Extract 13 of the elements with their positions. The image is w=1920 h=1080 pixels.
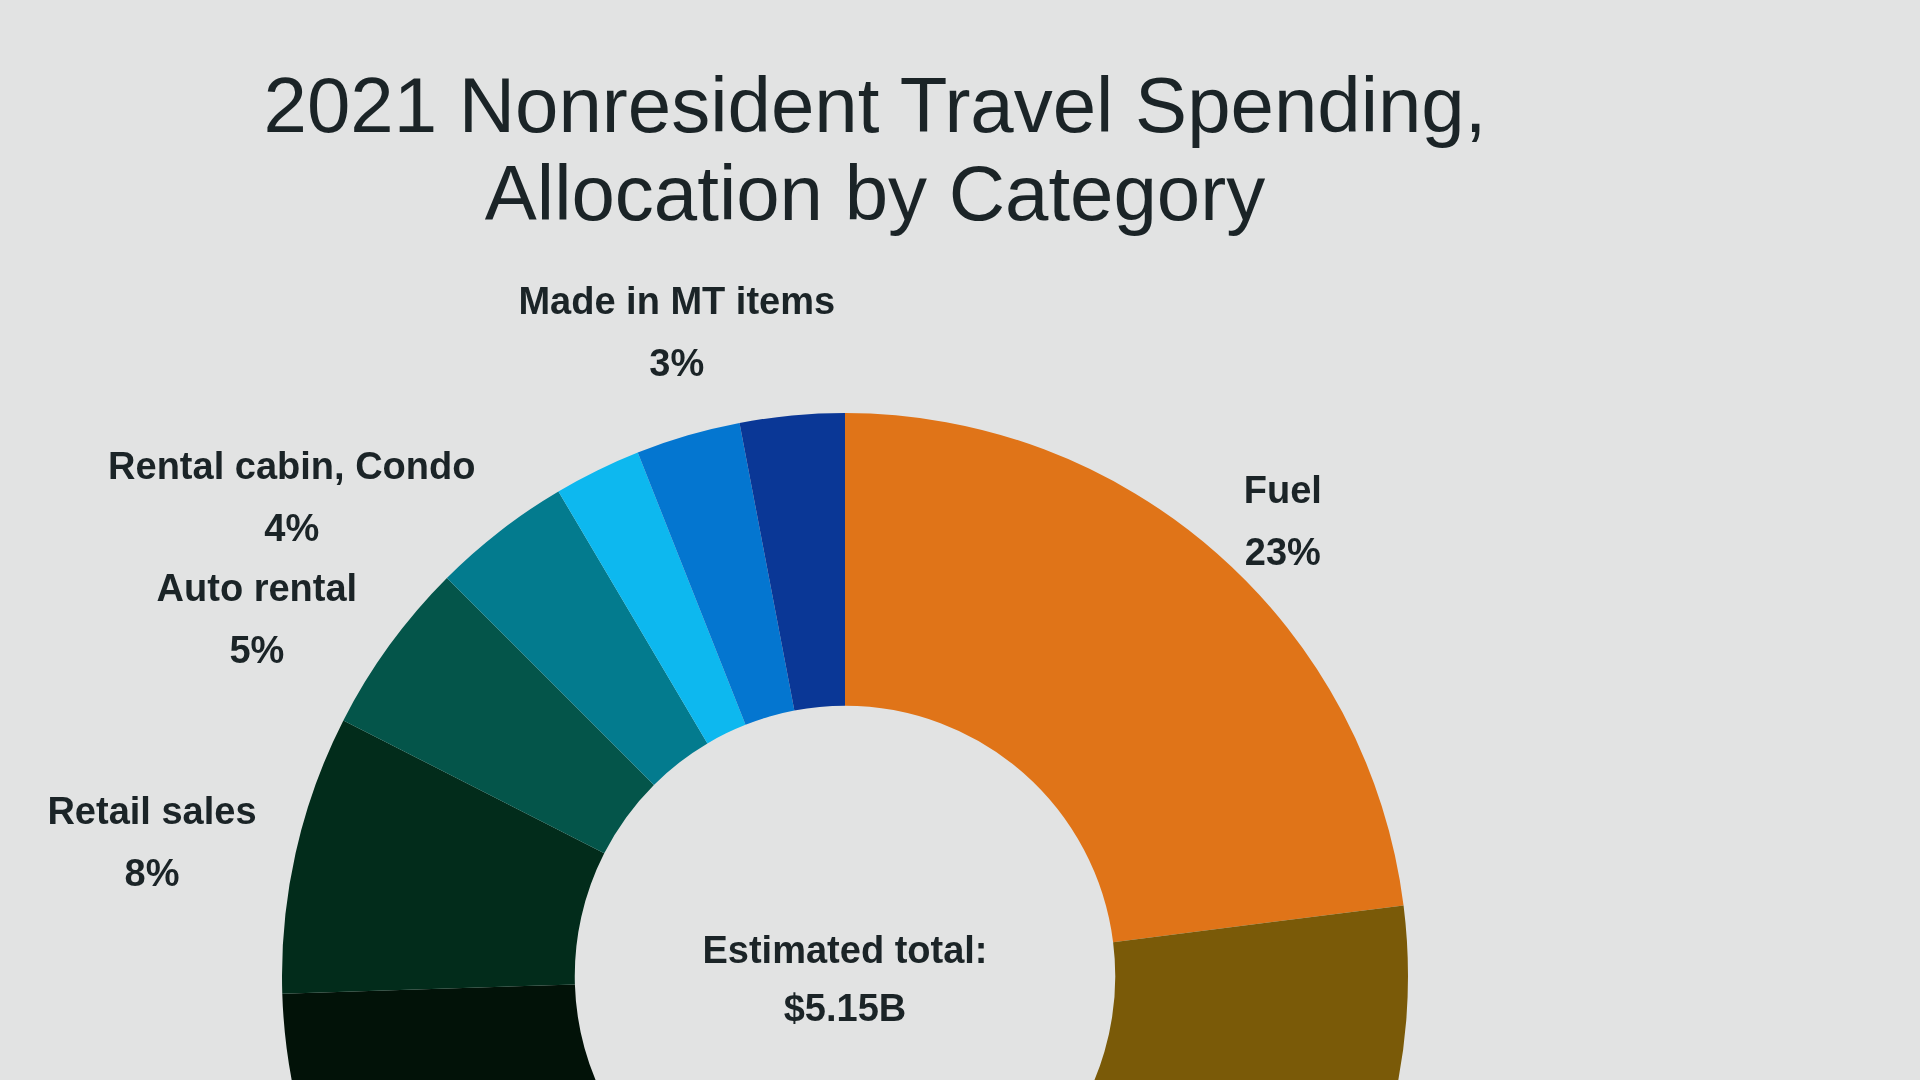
chart-title: 2021 Nonresident Travel Spending, Allocation by Category	[263, 60, 1487, 237]
text: Estimated total:	[702, 929, 988, 972]
data-label: 5%	[229, 629, 285, 672]
data-label: 4%	[264, 507, 320, 550]
data-label: 8%	[124, 851, 180, 894]
data-label: 23%	[1244, 531, 1321, 574]
slice-label: Auto rental	[156, 567, 358, 610]
slice-label: Made in MT items	[518, 280, 836, 323]
slice-label: Rental cabin, Condo	[108, 445, 476, 488]
slice-label: Fuel	[1243, 469, 1322, 512]
data-label: 3%	[649, 342, 705, 385]
text: $5.15B	[783, 987, 907, 1030]
slice-label: Retail sales	[47, 789, 257, 832]
